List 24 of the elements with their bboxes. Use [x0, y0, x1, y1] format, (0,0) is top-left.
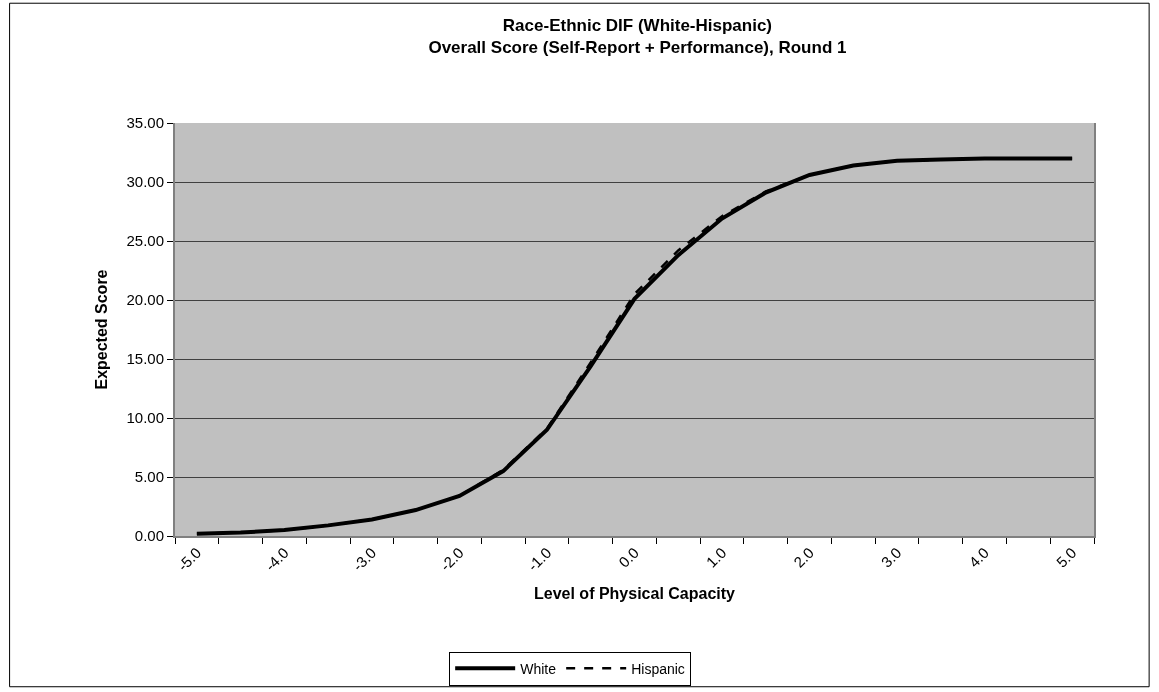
legend-label: White — [520, 660, 557, 677]
legend-label: Hispanic — [631, 660, 685, 677]
x-tick-label: 3.0 — [877, 543, 905, 571]
x-tick-label: 2.0 — [790, 543, 817, 571]
x-tick-label: -5.0 — [174, 543, 205, 575]
x-tick-label: 5.0 — [1052, 543, 1080, 571]
x-tick-label: -1.0 — [524, 543, 555, 575]
x-tick-label: 1.0 — [702, 543, 730, 571]
chart-title: Race-Ethnic DIF (White-Hispanic) Overall Score (Self-Report + Performance), Round 1 — [428, 16, 847, 58]
y-tick-label: 35.00 — [126, 114, 164, 132]
y-tick-label: 30.00 — [126, 173, 164, 191]
y-tick-label: 10.00 — [126, 409, 164, 427]
y-tick-label: 25.00 — [126, 232, 164, 250]
y-tick-label: 20.00 — [126, 291, 164, 309]
y-tick-label: 15.00 — [126, 350, 164, 368]
y-axis-title: Expected Score — [92, 269, 110, 390]
x-tick-label: -2.0 — [436, 543, 467, 575]
x-tick-label: -4.0 — [261, 543, 292, 575]
x-tick-label: 4.0 — [965, 543, 993, 571]
x-tick-label: -3.0 — [349, 543, 380, 575]
x-tick-label: 0.0 — [615, 543, 642, 571]
y-tick-label: 0.00 — [134, 527, 164, 545]
x-axis-title: Level of Physical Capacity — [534, 585, 736, 603]
y-tick-label: 5.00 — [134, 468, 164, 486]
